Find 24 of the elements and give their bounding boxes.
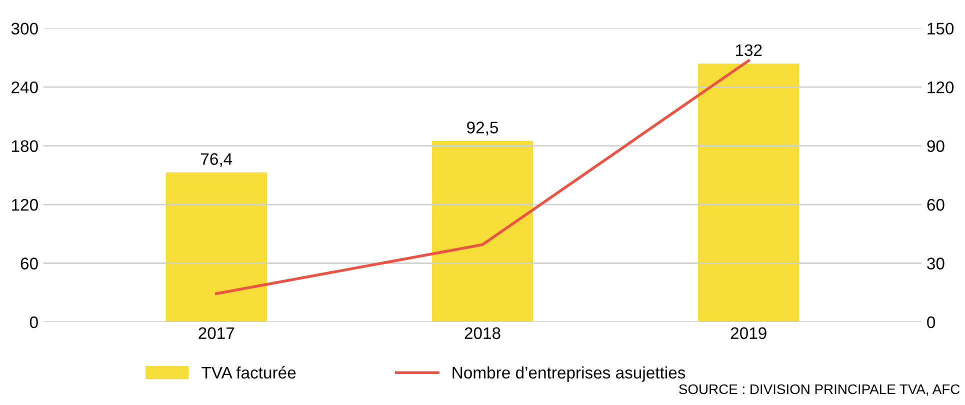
bar <box>698 64 800 322</box>
x-tick-label: 2018 <box>464 327 500 340</box>
legend-label: TVA facturée <box>202 366 296 379</box>
y2-tick-label: 150 <box>928 22 954 35</box>
y2-tick-label: 0 <box>927 316 936 328</box>
y2-tick-label: 90 <box>927 140 944 152</box>
y-tick-label: 60 <box>20 258 38 270</box>
bar <box>166 172 267 322</box>
data-label: 92,5 <box>467 122 498 136</box>
legend-label: Nombre d’entreprises asujetties <box>452 366 686 382</box>
y-tick-label: 300 <box>11 22 38 35</box>
y2-tick-label: 60 <box>927 198 944 211</box>
y-tick-label: 180 <box>12 140 38 152</box>
x-tick-label: 2019 <box>730 327 766 340</box>
data-label: 76,4 <box>201 153 232 167</box>
data-label: 132 <box>736 44 762 56</box>
x-tick-label: 2017 <box>198 327 234 340</box>
bar <box>432 140 534 322</box>
y-tick-label: 240 <box>12 81 38 94</box>
y2-tick-label: 120 <box>928 81 954 94</box>
y-tick-label: 120 <box>12 198 38 211</box>
y2-tick-label: 30 <box>927 258 944 270</box>
y-tick-label: 0 <box>30 316 38 328</box>
source-note: SOURCE : DIVISION PRINCIPALE TVA, AFC <box>679 384 960 396</box>
